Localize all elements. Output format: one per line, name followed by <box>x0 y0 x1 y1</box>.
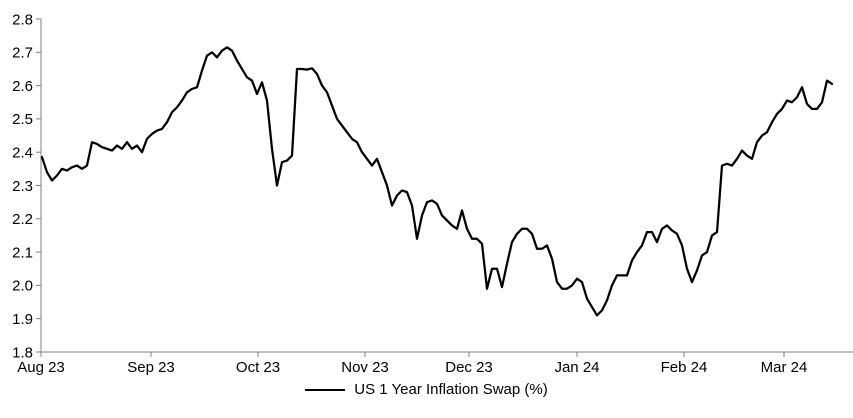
x-tick-label: Dec 23 <box>445 359 493 376</box>
x-tick-label: Mar 24 <box>761 359 808 376</box>
y-tick-label: 2.6 <box>12 78 33 95</box>
x-tick-label: Aug 23 <box>17 359 65 376</box>
x-tick-label: Sep 23 <box>127 359 175 376</box>
y-tick-label: 1.9 <box>12 311 33 328</box>
x-tick-label: Oct 23 <box>236 359 280 376</box>
y-tick-label: 2.8 <box>12 11 33 28</box>
series-line <box>40 46 834 317</box>
legend-line-swatch <box>305 388 346 391</box>
y-tick-label: 2.2 <box>12 211 33 228</box>
y-tick-label: 1.8 <box>12 344 33 361</box>
x-tick-label: Feb 24 <box>661 359 708 376</box>
x-tick-label: Jan 24 <box>554 359 599 376</box>
y-tick-label: 2.3 <box>12 178 33 195</box>
y-tick-label: 2.5 <box>12 111 33 128</box>
y-tick-label: 2.1 <box>12 244 33 261</box>
y-tick-label: 2.7 <box>12 45 33 62</box>
legend-label: US 1 Year Inflation Swap (%) <box>354 381 548 398</box>
legend: US 1 Year Inflation Swap (%) <box>0 381 853 398</box>
y-tick-label: 2.0 <box>12 278 33 295</box>
x-tick-label: Nov 23 <box>341 359 389 376</box>
y-tick-label: 2.4 <box>12 144 33 161</box>
